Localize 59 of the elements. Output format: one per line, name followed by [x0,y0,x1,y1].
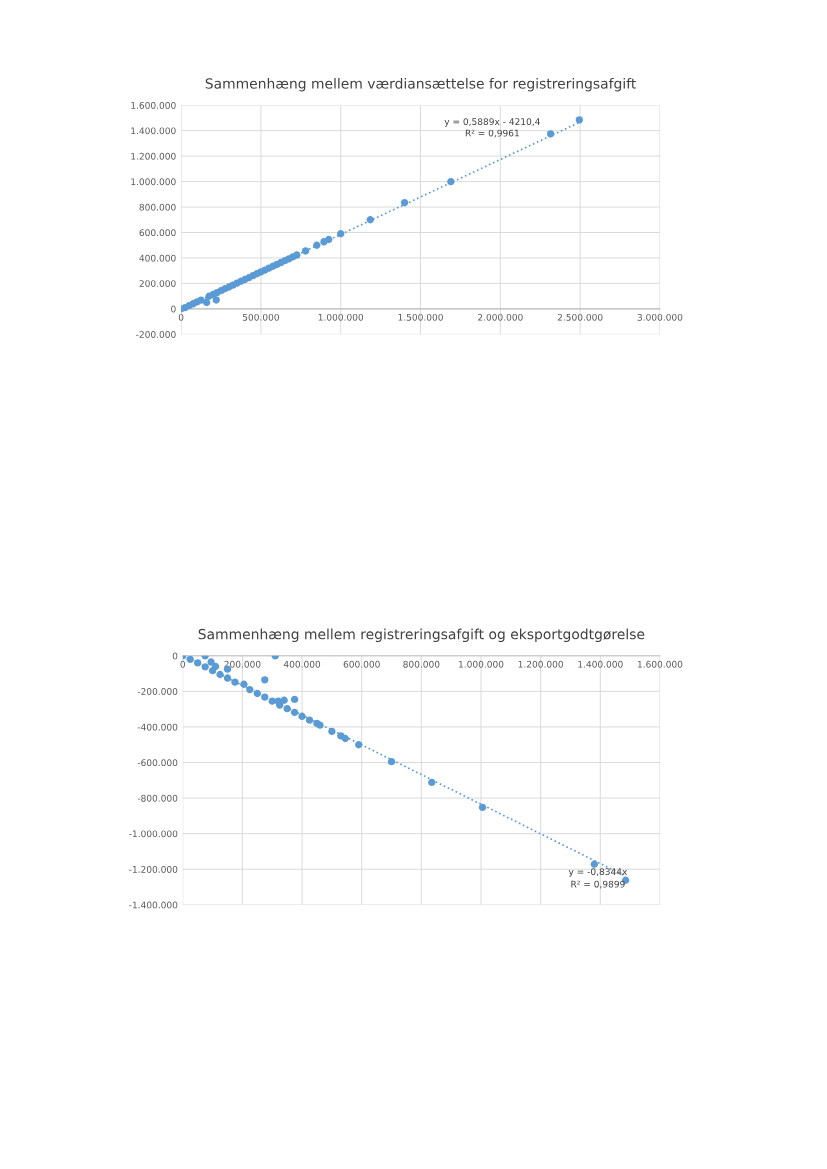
y-tick-label: -800.000 [137,794,178,802]
x-tick-label: 0 [178,313,184,321]
point [341,734,349,743]
annotation: R² = 0,9961 [465,129,519,138]
x-tick-label: 1.400.000 [578,660,623,668]
x-tick-label: 500.000 [242,313,279,321]
x-tick-label: 0 [180,660,186,668]
y-tick-label: 0 [172,652,178,660]
x-tick-label: 1.600.000 [637,660,683,668]
y-tick-label: 600.000 [139,229,176,237]
point [428,778,436,787]
y-tick-label: -200.000 [136,331,176,338]
point [231,678,239,686]
x-tick-label: 3.000.000 [637,313,683,321]
point [400,198,409,207]
y-tick-label: 200.000 [139,280,176,287]
y-tick-label: 1.000.000 [131,178,176,186]
point [280,696,288,704]
y-tick-label: -1.000.000 [129,830,178,838]
point [387,757,396,766]
x-tick-label: 200.000 [224,660,261,668]
y-tick-label: -600.000 [137,759,178,767]
y-tick-label: -400.000 [137,723,178,731]
y-tick-label: 1.200.000 [131,152,176,160]
point [301,247,310,255]
x-tick-label: 1.200.000 [518,660,564,668]
point [207,658,215,666]
x-tick-label: 400.000 [283,660,321,668]
point [211,662,220,671]
point [223,674,232,682]
annotation: y = -0,8344x [568,868,628,877]
y-tick-label: -200.000 [137,688,178,695]
point [246,685,254,694]
point [575,116,584,124]
y-tick-label: -1.400.000 [129,901,178,909]
x-tick-label: 1.000.000 [459,660,504,668]
annotation: y = 0,5889x - 4210,4 [444,118,540,127]
annotation: R² = 0,9899 [571,880,625,889]
point [290,695,299,704]
x-tick-label: 800.000 [403,660,440,668]
y-tick-label: 0 [171,305,176,313]
y-tick-label: 1.400.000 [131,127,176,135]
y-tick-label: 400.000 [139,254,176,262]
x-tick-label: 2.500.000 [557,313,603,321]
chart-title: Sammenhæng mellem registreringsafgift og eksportgodtgørelse [198,628,645,643]
y-tick-label: 800.000 [139,203,176,211]
point [590,860,599,868]
x-tick-label: 600.000 [343,660,380,668]
x-tick-label: 1.500.000 [398,313,443,321]
x-tick-label: 1.000.000 [318,313,364,321]
point [261,693,269,701]
chart-title: Sammenhæng mellem værdiansættelse for registreringsafgift [205,77,636,92]
x-tick-label: 2.000.000 [478,313,523,321]
point [240,680,248,688]
point [212,296,220,304]
y-tick-label: 1.600.000 [131,101,176,109]
point [261,676,269,684]
point [202,298,211,307]
y-tick-label: -1.200.000 [129,865,178,873]
